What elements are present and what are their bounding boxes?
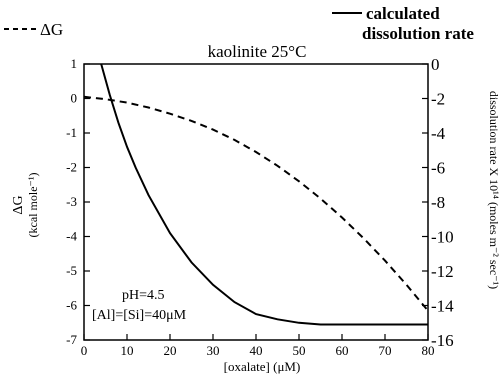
y-left-tick-label: -7 [66,332,77,347]
y-right-tick-label: -6 [431,159,445,178]
legend-solid-label-line1: calculated [366,4,440,23]
y-right-tick-label: -2 [431,90,445,109]
y-right-tick-label: -8 [431,193,445,212]
series-dissolution-rate-line [100,63,428,326]
legend-dashed-label: ΔG [40,20,63,39]
x-tick-label: 70 [379,343,392,358]
y-right-tick-label: -16 [431,331,454,350]
chart-title: kaolinite 25°C [208,42,307,61]
x-tick-label: 60 [336,343,349,358]
y-right-tick-label: -12 [431,262,454,281]
y-left-tick-label: -2 [66,160,77,175]
x-tick-label: 20 [164,343,177,358]
x-tick-label: 0 [81,343,88,358]
y-left-label-main: ΔG [11,195,26,214]
x-tick-label: 50 [293,343,306,358]
y-right-tick-label: -10 [431,228,454,247]
x-axis-ticks: 0 10 20 30 40 50 60 70 80 [81,334,435,358]
y-right-tick-label: 0 [431,55,440,74]
annotation-concentrations: [Al]=[Si]=40μM [92,308,187,323]
x-tick-label: 80 [422,343,435,358]
y-left-label-sub: (kcal mole⁻¹) [26,173,40,238]
series-delta-g-line [83,95,429,312]
y-left-axis-ticks: 1 0 -1 -2 -3 -4 -5 -6 -7 [66,56,90,347]
y-left-tick-label: -6 [66,298,77,313]
x-axis-label: [oxalate] (μM) [224,359,301,374]
x-tick-label: 40 [250,343,263,358]
y-right-label: dissolution rate X 10¹⁴ (moles m⁻² sec⁻¹… [487,91,501,289]
y-right-tick-label: -14 [431,297,454,316]
y-right-tick-label: -4 [431,124,446,143]
legend-solid-label-line2: dissolution rate [362,24,474,43]
y-left-tick-label: -3 [66,194,77,209]
y-left-tick-label: 1 [71,56,78,71]
y-left-tick-label: -4 [66,229,77,244]
x-tick-label: 30 [207,343,220,358]
y-left-tick-label: -1 [66,125,77,140]
annotation-ph: pH=4.5 [122,288,165,303]
y-left-tick-label: 0 [71,91,78,106]
y-right-axis-ticks: 0 -2 -4 -6 -8 -10 -12 -14 -16 [422,55,454,350]
x-tick-label: 10 [121,343,134,358]
y-left-tick-label: -5 [66,263,77,278]
